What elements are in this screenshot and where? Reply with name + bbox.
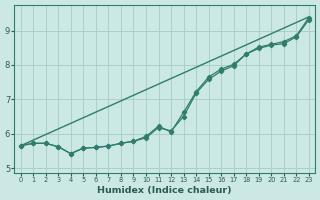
X-axis label: Humidex (Indice chaleur): Humidex (Indice chaleur) bbox=[98, 186, 232, 195]
